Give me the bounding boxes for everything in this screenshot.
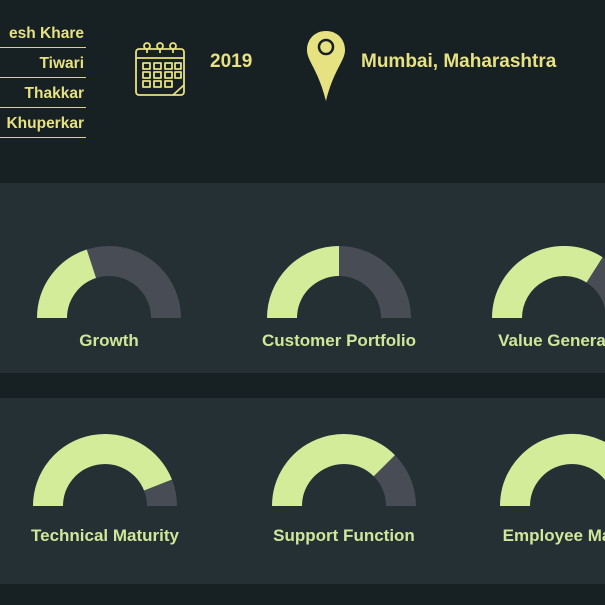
- gauge-fill: [37, 249, 97, 319]
- founder-name: Thakkar: [24, 85, 84, 102]
- gauge-label-technical-maturity: Technical Maturity: [31, 526, 179, 545]
- founded-year: 2019: [210, 51, 253, 72]
- calendar-icon: [135, 42, 185, 96]
- gauge-label-employee-management: Employee Ma: [502, 526, 605, 545]
- founder-name: Khuperkar: [6, 115, 84, 132]
- gauge-label-value-generation: Value Genera: [498, 331, 605, 350]
- location-text: Mumbai, Maharashtra: [361, 51, 557, 72]
- gauge-fill: [492, 246, 603, 319]
- gauge-fill: [500, 434, 605, 507]
- founder-item: Khuperkar: [0, 108, 86, 138]
- founder-item: Thakkar: [0, 78, 86, 108]
- gauge-label-support-function: Support Function: [273, 526, 415, 545]
- gauge-employee-management: [500, 434, 605, 507]
- gauge-support-function: [272, 434, 416, 507]
- gauge-value-generation: [492, 246, 605, 319]
- gauge-technical-maturity: [33, 434, 177, 507]
- metrics-panel-1: Growth Customer Portfolio Value Genera: [0, 183, 605, 373]
- gauge-label-customer-portfolio: Customer Portfolio: [262, 331, 416, 350]
- metrics-panel-2: Technical Maturity Support Function Empl…: [0, 398, 605, 584]
- founder-item: Tiwari: [0, 48, 86, 78]
- gauge-fill: [33, 434, 172, 507]
- map-pin-icon: [307, 31, 345, 101]
- gauge-fill: [267, 246, 340, 319]
- gauge-customer-portfolio: [267, 246, 411, 319]
- gauge-label-growth: Growth: [79, 331, 139, 350]
- gauge-growth: [37, 246, 181, 319]
- founders-list: esh Khare Tiwari Thakkar Khuperkar: [0, 18, 86, 138]
- founder-item: esh Khare: [0, 18, 86, 48]
- gauge-fill: [272, 434, 395, 507]
- founder-name: esh Khare: [9, 25, 84, 42]
- founder-name: Tiwari: [39, 55, 84, 72]
